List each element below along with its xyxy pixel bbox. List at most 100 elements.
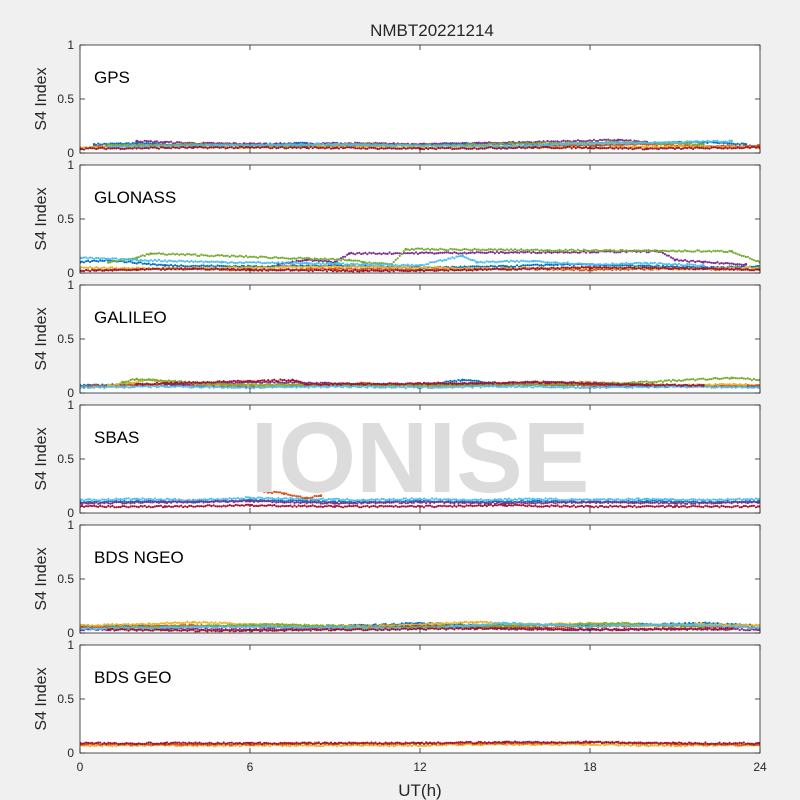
data-point (137, 140, 140, 143)
data-point (309, 268, 312, 272)
data-point (137, 261, 140, 264)
data-point (107, 267, 110, 270)
data-point (487, 251, 490, 254)
data-point (530, 146, 533, 149)
data-point (546, 146, 549, 149)
data-point (410, 144, 413, 147)
data-point (461, 248, 464, 251)
data-point (595, 141, 598, 144)
data-point (467, 379, 470, 382)
data-point (117, 144, 120, 148)
data-point (538, 147, 541, 150)
data-point (665, 263, 669, 266)
data-point (483, 147, 486, 150)
data-point (493, 261, 496, 264)
data-point (101, 143, 104, 146)
data-point (627, 140, 630, 143)
data-point (261, 146, 264, 149)
data-point (441, 146, 444, 149)
data-point (605, 249, 608, 252)
data-point (105, 144, 108, 147)
data-point (321, 146, 324, 149)
data-point (522, 144, 525, 147)
data-point (226, 262, 229, 265)
data-point (275, 144, 278, 147)
data-point (378, 263, 381, 266)
data-point (459, 265, 462, 268)
data-point (372, 269, 375, 272)
data-point (125, 267, 128, 270)
data-point (684, 264, 687, 267)
data-point (149, 263, 152, 266)
data-point (673, 140, 677, 144)
data-point (230, 143, 233, 146)
data-point (716, 147, 719, 150)
data-point (93, 257, 96, 260)
data-point (625, 266, 628, 269)
data-point (214, 144, 217, 147)
data-point (248, 146, 252, 149)
data-point (255, 268, 258, 271)
data-point (303, 262, 306, 265)
data-point (740, 254, 743, 257)
data-point (400, 143, 403, 146)
data-point (240, 261, 243, 264)
data-point (416, 252, 420, 255)
data-point (257, 144, 260, 147)
data-point (95, 144, 98, 147)
data-point (392, 264, 395, 267)
data-point (564, 262, 567, 265)
data-point (335, 258, 339, 261)
data-point (558, 248, 561, 251)
data-point (607, 263, 610, 266)
data-point (111, 266, 114, 269)
data-point (714, 250, 717, 253)
data-point (746, 268, 750, 271)
data-point (597, 251, 600, 254)
data-point (333, 269, 337, 272)
data-point (364, 269, 367, 272)
data-point (631, 266, 634, 269)
data-point (422, 264, 426, 267)
data-point (439, 144, 442, 148)
data-point (680, 141, 683, 144)
data-point (538, 268, 541, 271)
data-point (139, 267, 142, 270)
data-point (615, 263, 618, 266)
data-point (364, 266, 367, 269)
data-point (224, 143, 227, 146)
data-point (629, 266, 632, 269)
data-point (170, 140, 173, 143)
data-point (147, 266, 150, 269)
data-point (143, 142, 146, 145)
data-point (528, 260, 531, 263)
data-point (342, 255, 345, 258)
data-point (714, 262, 717, 265)
data-point (129, 144, 132, 147)
data-point (396, 264, 399, 267)
data-point (358, 147, 361, 150)
data-point (101, 257, 104, 260)
y-tick-label: 0 (67, 266, 74, 280)
data-point (91, 259, 94, 263)
data-point (87, 266, 90, 270)
data-point (285, 143, 288, 146)
data-point (392, 268, 395, 271)
data-point (708, 145, 711, 148)
data-point (400, 147, 403, 150)
data-point (742, 263, 745, 267)
data-layer (80, 376, 760, 390)
data-point (139, 143, 142, 146)
data-point (200, 260, 203, 263)
data-point (700, 146, 703, 149)
data-point (738, 267, 741, 270)
data-point (511, 260, 515, 263)
data-point (586, 147, 590, 150)
data-point (145, 253, 148, 256)
data-point (143, 268, 146, 271)
data-point (447, 144, 450, 147)
data-point (552, 266, 555, 269)
data-point (457, 255, 460, 258)
data-point (356, 270, 359, 273)
data-point (675, 140, 679, 143)
